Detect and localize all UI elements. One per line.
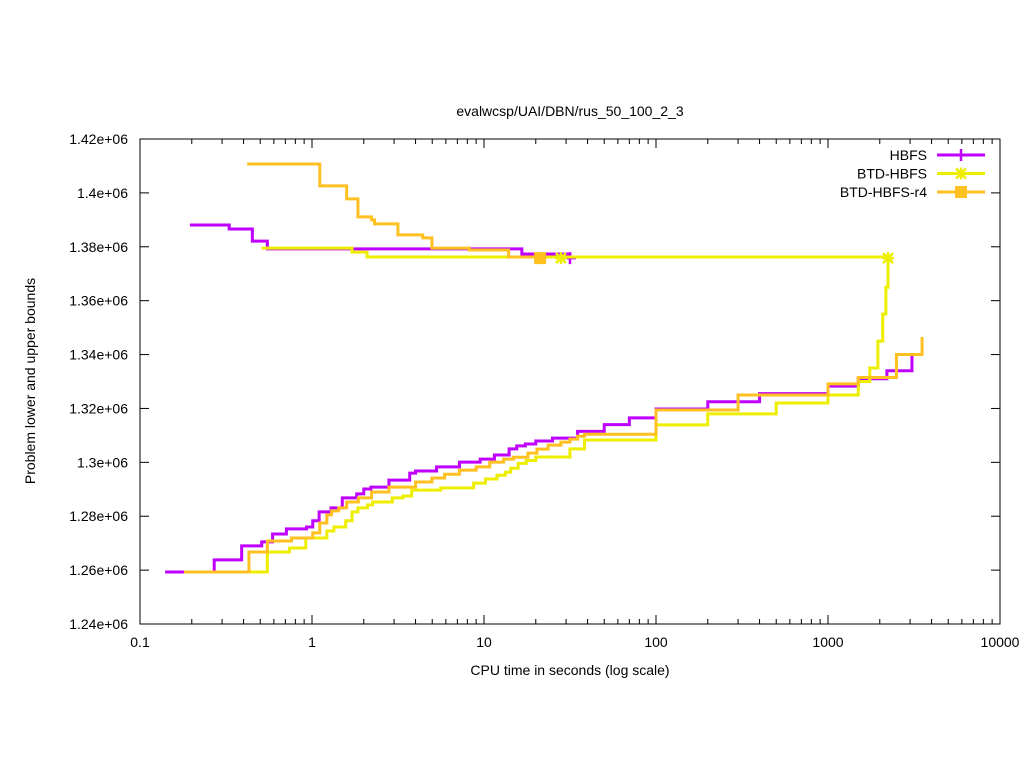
plot-border: [139, 138, 1001, 625]
y-tick-label: 1.36e+06: [69, 293, 128, 309]
legend-marker: [955, 167, 967, 180]
series-btd-hbfs: [248, 246, 895, 574]
y-tick-label: 1.38e+06: [69, 239, 128, 255]
data-point-marker: [534, 252, 547, 265]
data-point-marker: [882, 252, 895, 265]
data-point-marker: [554, 252, 567, 265]
x-axis-label: CPU time in seconds (log scale): [470, 662, 669, 678]
y-tick-label: 1.3e+06: [77, 454, 128, 470]
lower-bound-line: [248, 258, 890, 574]
series-btd-hbfs-r4: [183, 162, 924, 574]
y-tick-label: 1.26e+06: [69, 562, 128, 578]
y-tick-label: 1.24e+06: [69, 616, 128, 632]
legend: HBFS BTD-HBFS BTD-HBFS-r4: [840, 147, 985, 200]
y-tick-label: 1.28e+06: [69, 508, 128, 524]
x-tick-label: 1: [308, 634, 316, 650]
legend-label: HBFS: [890, 147, 927, 163]
upper-bound-line: [247, 162, 542, 259]
x-tick-label: 1000: [812, 634, 843, 650]
y-axis-label: Problem lower and upper bounds: [22, 278, 38, 484]
y-tick-label: 1.4e+06: [77, 185, 128, 201]
legend-label: BTD-HBFS-r4: [840, 184, 927, 200]
lower-bound-line: [183, 337, 924, 574]
legend-label: BTD-HBFS: [857, 166, 927, 182]
y-tick-label: 1.32e+06: [69, 400, 128, 416]
x-tick-label: 10000: [981, 634, 1020, 650]
legend-marker: [955, 149, 967, 161]
y-tick-label: 1.34e+06: [69, 347, 128, 363]
y-tick-label: 1.42e+06: [69, 131, 128, 147]
x-tick-label: 100: [644, 634, 668, 650]
series-group: [165, 162, 924, 574]
x-tick-label: 0.1: [130, 634, 150, 650]
legend-marker: [955, 186, 967, 198]
chart-title: evalwcsp/UAI/DBN/rus_50_100_2_3: [456, 103, 683, 119]
x-tick-label: 10: [476, 634, 492, 650]
